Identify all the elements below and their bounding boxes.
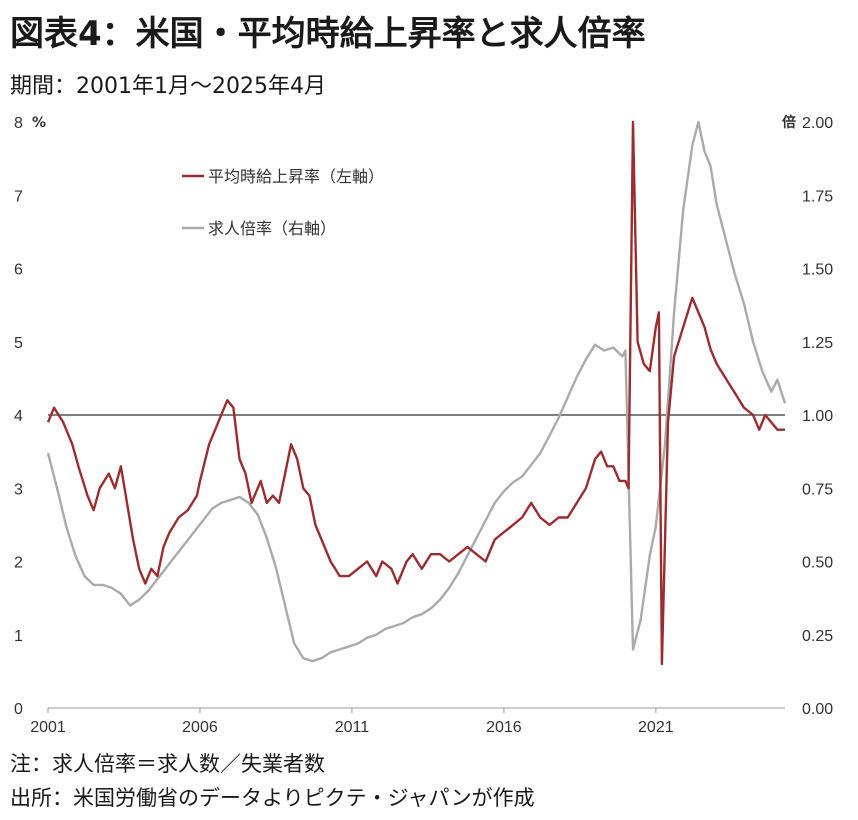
y-left-tick-label: 1 bbox=[14, 628, 23, 645]
note-definition: 注：求人倍率＝求人数／失業者数 bbox=[10, 752, 325, 776]
y-right-tick-label: 0.75 bbox=[802, 481, 833, 498]
x-tick-label: 2001 bbox=[30, 719, 66, 736]
y-right-unit: 倍 bbox=[782, 114, 796, 131]
y-right-tick-label: 0.00 bbox=[802, 701, 833, 718]
y-right-tick-label: 1.75 bbox=[802, 188, 833, 205]
y-left-tick-label: 6 bbox=[14, 262, 23, 279]
y-right-tick-label: 0.50 bbox=[802, 555, 833, 572]
chart-area: 0 1 2 3 4 5 6 7 8 % 0.00 0.25 0.50 0.75 1.00 1.25 1.50 1.… bbox=[14, 114, 833, 736]
note-source: 出所：米国労働省のデータよりピクテ・ジャパンが作成 bbox=[10, 786, 535, 810]
x-tick-label: 2021 bbox=[638, 719, 674, 736]
y-right-tick-label: 1.00 bbox=[802, 408, 833, 425]
y-left-tick-label: 8 bbox=[14, 115, 23, 132]
job-openings-ratio-line bbox=[46, 120, 787, 663]
y-right-tick-label: 1.50 bbox=[802, 262, 833, 279]
period-subtitle: 期間：2001年1月～2025年4月 bbox=[10, 74, 326, 99]
legend-label-openings: 求人倍率（右軸） bbox=[208, 219, 336, 238]
x-tick-label: 2016 bbox=[486, 719, 522, 736]
y-left-tick-label: 2 bbox=[14, 555, 23, 572]
y-left-tick-label: 7 bbox=[14, 188, 23, 205]
y-right-tick-label: 0.25 bbox=[802, 628, 833, 645]
wage-growth-line bbox=[46, 120, 785, 666]
y-left-tick-label: 3 bbox=[14, 481, 23, 498]
legend-label-wage: 平均時給上昇率（左軸） bbox=[208, 167, 384, 186]
y-left-unit: % bbox=[32, 115, 46, 131]
y-left-tick-label: 5 bbox=[14, 335, 23, 352]
y-right-tick-label: 2.00 bbox=[802, 115, 833, 132]
y-left-tick-label: 0 bbox=[14, 701, 23, 718]
y-right-tick-label: 1.25 bbox=[802, 335, 833, 352]
chart-title: 図表4：米国・平均時給上昇率と求人倍率 bbox=[10, 14, 646, 54]
x-tick-label: 2006 bbox=[182, 719, 218, 736]
y-left-tick-label: 4 bbox=[14, 408, 23, 425]
x-tick-label: 2011 bbox=[335, 719, 370, 736]
